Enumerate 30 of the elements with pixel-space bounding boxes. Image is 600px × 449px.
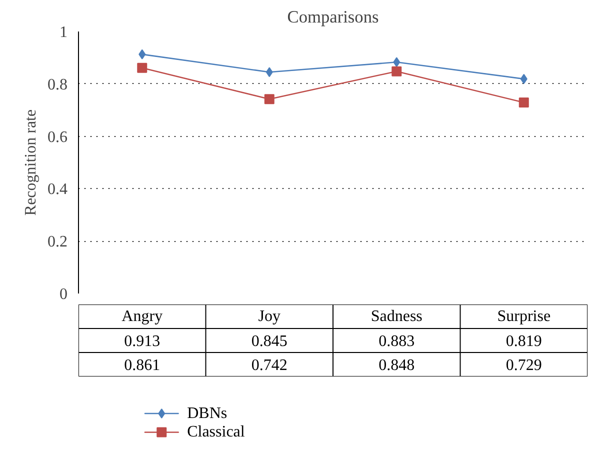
data-label: 0.913 [124, 333, 160, 350]
point [266, 67, 273, 78]
point [518, 98, 529, 108]
point [520, 74, 528, 84]
point [392, 66, 402, 76]
x-tick-label: Joy [258, 308, 280, 325]
data-label: 0.819 [506, 333, 542, 350]
y-tick-label: 1 [60, 24, 68, 41]
legend-label: Classical [187, 424, 246, 441]
data-label: 0.883 [378, 333, 415, 350]
point [264, 94, 274, 104]
y-tick-label: 0.4 [48, 181, 68, 198]
x-tick-label: Angry [122, 308, 163, 325]
data-label: 0.729 [506, 357, 542, 374]
data-label: 0.742 [251, 357, 288, 374]
y-tick-label: 0.2 [48, 234, 68, 251]
x-tick-label: Surprise [497, 308, 551, 325]
y-axis-title: Recognition rate [22, 109, 40, 216]
point [138, 49, 146, 60]
point [393, 57, 400, 68]
y-tick-label: 0 [60, 286, 68, 303]
x-tick-label: Sadness [370, 308, 422, 325]
data-label: 0.861 [124, 357, 160, 374]
point [137, 62, 148, 73]
data-label: 0.845 [251, 333, 288, 350]
data-label: 0.848 [378, 357, 415, 374]
y-tick-label: 0.8 [48, 76, 68, 94]
chart-title: Comparisons [287, 8, 379, 26]
legend-label: DBNs [187, 405, 228, 422]
y-tick-label: 0.6 [48, 128, 68, 146]
